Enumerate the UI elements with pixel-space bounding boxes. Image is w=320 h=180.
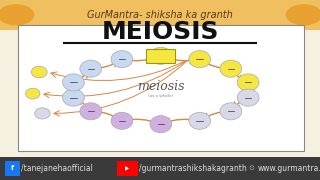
Text: MEIOSIS: MEIOSIS xyxy=(101,20,219,44)
FancyBboxPatch shape xyxy=(147,49,175,63)
Ellipse shape xyxy=(26,88,40,99)
Text: /tanejanehaofficial: /tanejanehaofficial xyxy=(21,164,93,173)
Ellipse shape xyxy=(237,74,259,91)
Ellipse shape xyxy=(111,112,133,129)
Ellipse shape xyxy=(63,74,84,91)
Circle shape xyxy=(286,5,320,25)
Text: ▶: ▶ xyxy=(125,166,129,171)
FancyBboxPatch shape xyxy=(5,161,20,176)
Text: GurMantra- shiksha ka granth: GurMantra- shiksha ka granth xyxy=(87,10,233,20)
Text: (as a whole): (as a whole) xyxy=(148,94,173,98)
Ellipse shape xyxy=(189,112,211,129)
Text: meiosis: meiosis xyxy=(137,80,185,93)
Ellipse shape xyxy=(220,103,242,120)
Ellipse shape xyxy=(31,66,47,78)
Circle shape xyxy=(0,5,34,25)
Ellipse shape xyxy=(237,89,259,106)
FancyBboxPatch shape xyxy=(0,0,320,30)
Ellipse shape xyxy=(80,60,102,77)
Ellipse shape xyxy=(35,108,50,119)
Ellipse shape xyxy=(189,51,211,68)
Ellipse shape xyxy=(111,51,133,68)
Text: www.gurmantra.in: www.gurmantra.in xyxy=(258,164,320,173)
Ellipse shape xyxy=(150,47,172,64)
Ellipse shape xyxy=(80,103,102,120)
FancyBboxPatch shape xyxy=(117,161,138,176)
Ellipse shape xyxy=(150,116,172,133)
FancyBboxPatch shape xyxy=(0,157,320,180)
Text: ⊙: ⊙ xyxy=(248,165,254,171)
Ellipse shape xyxy=(63,89,84,106)
Text: /gurmantrashikshakagranth: /gurmantrashikshakagranth xyxy=(139,164,247,173)
Text: f: f xyxy=(11,165,14,171)
FancyBboxPatch shape xyxy=(18,25,304,151)
Ellipse shape xyxy=(220,60,242,77)
